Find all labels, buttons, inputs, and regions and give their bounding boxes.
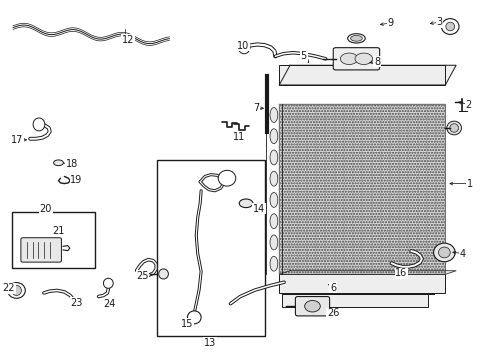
Text: 17: 17 xyxy=(11,135,24,145)
Text: 18: 18 xyxy=(66,159,78,169)
Ellipse shape xyxy=(270,214,278,229)
Ellipse shape xyxy=(441,19,459,35)
Ellipse shape xyxy=(355,53,372,64)
Text: 9: 9 xyxy=(388,18,393,28)
Text: 22: 22 xyxy=(2,283,15,293)
Ellipse shape xyxy=(270,193,278,207)
Ellipse shape xyxy=(434,243,455,262)
Ellipse shape xyxy=(341,53,358,64)
Ellipse shape xyxy=(188,311,201,324)
Ellipse shape xyxy=(270,129,278,144)
Ellipse shape xyxy=(305,301,320,312)
Bar xyxy=(279,274,445,293)
Ellipse shape xyxy=(33,118,45,131)
Bar xyxy=(12,212,95,268)
Ellipse shape xyxy=(270,171,278,186)
Ellipse shape xyxy=(447,121,462,135)
Ellipse shape xyxy=(270,108,278,122)
Text: 4: 4 xyxy=(460,248,465,258)
Text: 10: 10 xyxy=(237,41,249,50)
Ellipse shape xyxy=(103,278,113,288)
Text: 19: 19 xyxy=(71,175,83,185)
Text: 23: 23 xyxy=(71,298,83,308)
FancyBboxPatch shape xyxy=(295,297,330,316)
Text: 24: 24 xyxy=(103,299,116,309)
Polygon shape xyxy=(279,271,456,274)
Text: 12: 12 xyxy=(122,35,134,45)
Text: 11: 11 xyxy=(233,132,245,142)
Ellipse shape xyxy=(218,170,236,186)
Text: 26: 26 xyxy=(327,309,339,318)
Text: 15: 15 xyxy=(181,319,194,329)
Polygon shape xyxy=(279,65,456,85)
Text: 2: 2 xyxy=(466,100,472,110)
Text: 1: 1 xyxy=(466,179,473,189)
Bar xyxy=(279,65,445,85)
Text: 8: 8 xyxy=(374,57,380,67)
FancyBboxPatch shape xyxy=(21,238,61,262)
Ellipse shape xyxy=(270,235,278,250)
Ellipse shape xyxy=(446,22,455,31)
Text: 14: 14 xyxy=(253,204,265,214)
Text: 16: 16 xyxy=(395,268,408,278)
Ellipse shape xyxy=(450,124,459,132)
Text: 7: 7 xyxy=(253,103,259,113)
Text: 6: 6 xyxy=(330,283,336,293)
Ellipse shape xyxy=(348,34,365,43)
Ellipse shape xyxy=(270,150,278,165)
Bar xyxy=(157,160,265,336)
Text: 3: 3 xyxy=(437,17,442,27)
Bar xyxy=(282,294,428,307)
Text: 20: 20 xyxy=(40,204,52,215)
Ellipse shape xyxy=(12,285,22,296)
Ellipse shape xyxy=(238,41,250,54)
Ellipse shape xyxy=(8,283,25,298)
Text: 21: 21 xyxy=(52,226,65,236)
FancyBboxPatch shape xyxy=(333,48,380,70)
Bar xyxy=(279,104,445,274)
Ellipse shape xyxy=(239,199,253,208)
Ellipse shape xyxy=(159,269,169,279)
Ellipse shape xyxy=(270,256,278,271)
Text: 13: 13 xyxy=(204,338,216,348)
Ellipse shape xyxy=(53,160,63,166)
Text: 25: 25 xyxy=(136,271,149,281)
Text: 5: 5 xyxy=(300,51,307,61)
Ellipse shape xyxy=(350,36,362,41)
Ellipse shape xyxy=(439,247,450,258)
